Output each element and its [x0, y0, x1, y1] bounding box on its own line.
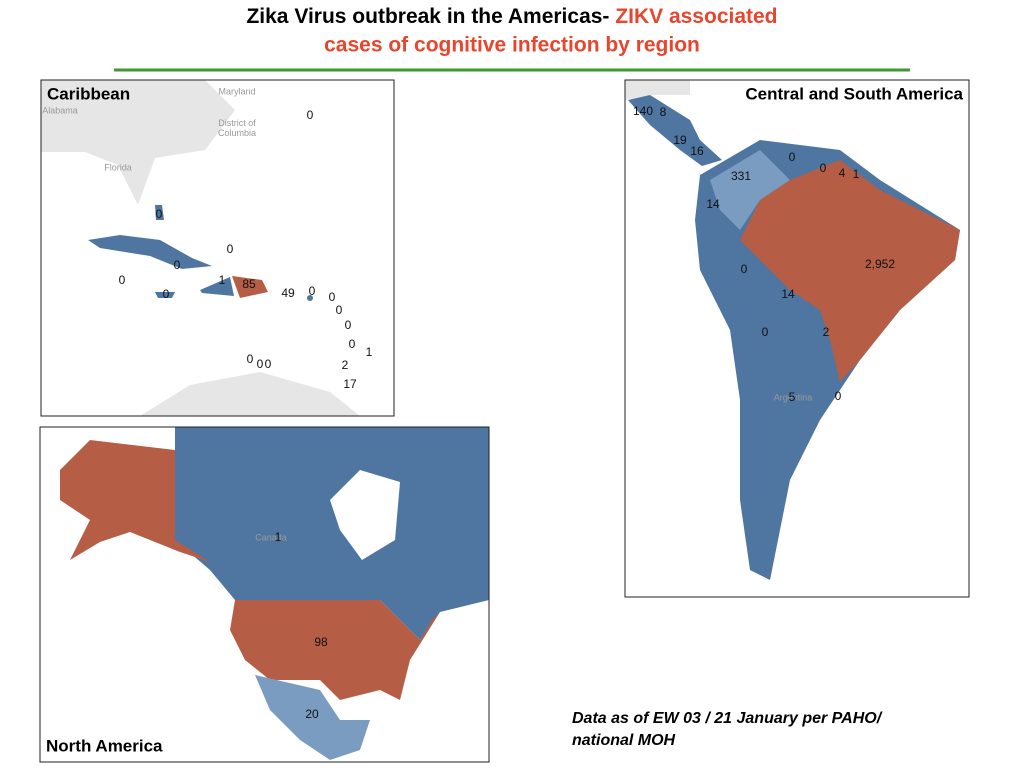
case-count: 0: [265, 357, 272, 371]
case-count: 0: [247, 352, 254, 366]
case-count: 0: [329, 290, 336, 304]
case-count: 331: [731, 169, 751, 183]
title-line-1: Zika Virus outbreak in the Americas- ZIK…: [246, 5, 777, 28]
case-count: 20: [305, 707, 319, 721]
case-count: 0: [820, 161, 827, 175]
case-count: 1: [366, 345, 373, 359]
case-count: 19: [673, 133, 687, 147]
case-count: 0: [741, 262, 748, 276]
case-count: 17: [343, 377, 357, 391]
basemap-label: District of Columbia: [218, 118, 256, 138]
panel-label: North America: [46, 736, 163, 755]
case-count: 1: [275, 530, 282, 544]
south-america-frame: [624, 79, 970, 598]
case-count: 16: [690, 144, 704, 158]
case-count: 0: [163, 287, 170, 301]
case-count: 1: [853, 167, 860, 181]
case-count: 0: [227, 242, 234, 256]
case-count: 85: [242, 277, 256, 291]
basemap-label: Canada: [255, 532, 287, 542]
case-count: 0: [257, 357, 264, 371]
case-count: 14: [781, 287, 795, 301]
panel-label: Caribbean: [47, 84, 130, 103]
case-count: 0: [336, 303, 343, 317]
title-red: ZIKV associated: [615, 5, 777, 28]
caribbean-map: [41, 80, 394, 416]
case-count: 0: [307, 108, 314, 122]
case-count: 0: [835, 389, 842, 403]
case-count: 0: [119, 273, 126, 287]
case-count: 2,952: [865, 257, 895, 271]
case-count: 2: [342, 358, 349, 372]
north-america-frame: [39, 426, 490, 763]
case-count: 98: [314, 635, 328, 649]
case-count: 14: [706, 197, 720, 211]
basemap-label: Alabama: [42, 105, 78, 115]
footnote-line: Data as of EW 03 / 21 January per PAHO/: [572, 710, 883, 727]
case-count: 0: [156, 207, 163, 221]
north-america-map: [60, 427, 489, 760]
case-count: 0: [789, 150, 796, 164]
basemap-label: Florida: [104, 162, 132, 172]
case-count: 2: [823, 325, 830, 339]
case-count: 0: [309, 284, 316, 298]
case-count: 140: [633, 104, 653, 118]
case-count: 0: [345, 318, 352, 332]
title-black: Zika Virus outbreak in the Americas-: [246, 5, 609, 28]
case-count: 8: [660, 105, 667, 119]
basemap-label: Argentina: [774, 392, 813, 402]
footnote: Data as of EW 03 / 21 January per PAHO/n…: [572, 710, 883, 749]
case-count: 4: [839, 166, 846, 180]
case-count: 1: [219, 273, 226, 287]
case-count: 0: [349, 337, 356, 351]
case-count: 49: [281, 286, 295, 300]
basemap-label: Maryland: [218, 86, 255, 96]
south-america-map: [625, 80, 960, 580]
case-count: 0: [762, 325, 769, 339]
caribbean-frame: [40, 79, 395, 417]
case-count: 5: [789, 390, 796, 404]
title-line-2: cases of cognitive infection by region: [324, 34, 700, 57]
panel-label: Central and South America: [745, 84, 963, 103]
case-count: 0: [174, 258, 181, 272]
footnote-line: national MOH: [572, 732, 676, 749]
